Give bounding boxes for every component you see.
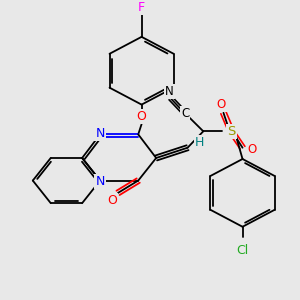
Text: O: O xyxy=(137,110,146,123)
Text: N: N xyxy=(95,175,105,188)
Text: N: N xyxy=(165,85,174,98)
Text: S: S xyxy=(227,125,236,138)
Text: Cl: Cl xyxy=(236,244,249,257)
Text: O: O xyxy=(217,98,226,111)
Text: O: O xyxy=(107,194,117,207)
Text: H: H xyxy=(195,136,205,149)
Text: N: N xyxy=(95,127,105,140)
Text: C: C xyxy=(181,107,190,120)
Text: F: F xyxy=(138,1,145,13)
Text: O: O xyxy=(247,143,256,156)
